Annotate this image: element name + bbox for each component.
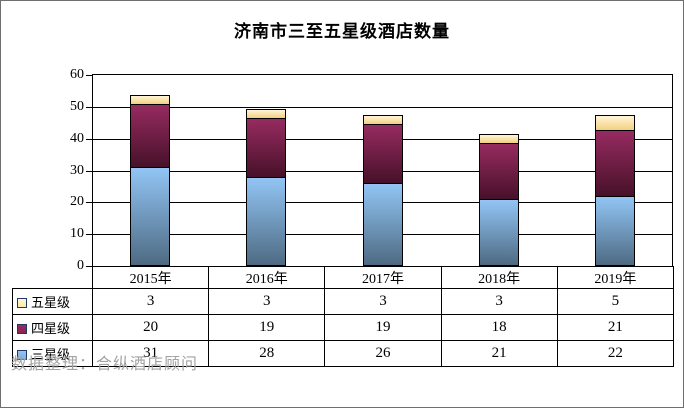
bar-segment-三星级 xyxy=(246,177,286,266)
bar-segment-四星级 xyxy=(130,104,170,168)
y-axis-tick-label: 20 xyxy=(70,194,84,210)
bar-segment-三星级 xyxy=(130,167,170,266)
legend-item-四星级: 四星级 xyxy=(12,314,93,341)
gridline xyxy=(93,106,672,108)
stacked-bar-2015年 xyxy=(130,95,170,266)
y-axis-tick-mark xyxy=(86,138,92,140)
legend-swatch-icon xyxy=(17,298,27,308)
table-value-cell: 28 xyxy=(208,340,326,367)
table-value-cell: 22 xyxy=(556,340,674,367)
table-header-year: 2017年 xyxy=(324,266,442,289)
y-axis-tick-mark xyxy=(86,106,92,108)
y-axis-tick-label: 10 xyxy=(70,226,84,242)
table-value-cell: 3 xyxy=(440,288,558,315)
y-axis-tick-mark xyxy=(86,266,92,267)
plot-area xyxy=(92,74,673,267)
table-value-cell: 18 xyxy=(440,314,558,341)
table-row: 四星级 20 19 19 18 21 xyxy=(12,314,674,341)
watermark-text: 数据整理：合纵酒店顾问 xyxy=(11,356,199,373)
table-header-year: 2015年 xyxy=(91,266,210,289)
table-value-cell: 31 xyxy=(91,340,210,367)
y-axis-tick-mark xyxy=(86,202,92,204)
table-value-cell: 26 xyxy=(324,340,442,367)
legend-label: 四星级 xyxy=(31,321,71,336)
table-value-cell: 19 xyxy=(324,314,442,341)
y-axis-tick-label: 40 xyxy=(70,130,84,146)
table-value-cell: 20 xyxy=(91,314,210,341)
table-value-cell: 21 xyxy=(440,340,558,367)
bar-segment-四星级 xyxy=(595,130,635,197)
legend-label: 五星级 xyxy=(31,295,71,310)
legend-label: 三星级 xyxy=(31,347,71,362)
data-table: 2015年 2016年 2017年 2018年 2019年 五星级 3 3 3 3 5 四星级 20 19… xyxy=(12,266,674,367)
y-axis-tick-label: 50 xyxy=(70,98,84,114)
bar-segment-五星级 xyxy=(595,115,635,131)
bar-segment-四星级 xyxy=(246,118,286,178)
y-axis-tick-mark xyxy=(86,170,92,172)
table-value-cell: 3 xyxy=(91,288,210,315)
table-header-year: 2019年 xyxy=(556,266,674,289)
y-axis-tick-mark xyxy=(86,75,92,76)
table-value-cell: 3 xyxy=(208,288,326,315)
y-axis-tick-label: 0 xyxy=(77,258,84,273)
stacked-bar-2019年 xyxy=(595,115,635,266)
stacked-bar-2018年 xyxy=(479,134,519,266)
bar-segment-三星级 xyxy=(363,183,403,266)
table-value-cell: 19 xyxy=(208,314,326,341)
legend-item-三星级: 三星级 xyxy=(12,340,93,367)
table-header-year: 2018年 xyxy=(440,266,558,289)
bar-segment-四星级 xyxy=(363,124,403,184)
table-corner-cell xyxy=(13,267,93,289)
table-value-cell: 21 xyxy=(556,314,674,341)
table-row: 三星级 31 28 26 21 22 xyxy=(12,340,674,367)
stacked-bar-2016年 xyxy=(246,109,286,266)
y-axis-tick-label: 60 xyxy=(70,67,84,82)
legend-item-五星级: 五星级 xyxy=(12,288,93,315)
bar-segment-四星级 xyxy=(479,143,519,200)
table-value-cell: 5 xyxy=(556,288,674,315)
legend-swatch-icon xyxy=(17,324,27,334)
table-header-year: 2016年 xyxy=(208,266,326,289)
bar-segment-三星级 xyxy=(595,196,635,266)
table-row: 五星级 3 3 3 3 5 xyxy=(12,288,674,315)
table-value-cell: 3 xyxy=(324,288,442,315)
legend-swatch-icon xyxy=(17,350,27,360)
chart-title: 济南市三至五星级酒店数量 xyxy=(234,22,450,41)
stacked-bar-2017年 xyxy=(363,115,403,266)
y-axis-tick-label: 30 xyxy=(70,162,84,178)
bar-segment-三星级 xyxy=(479,199,519,266)
y-axis-tick-mark xyxy=(86,234,92,236)
